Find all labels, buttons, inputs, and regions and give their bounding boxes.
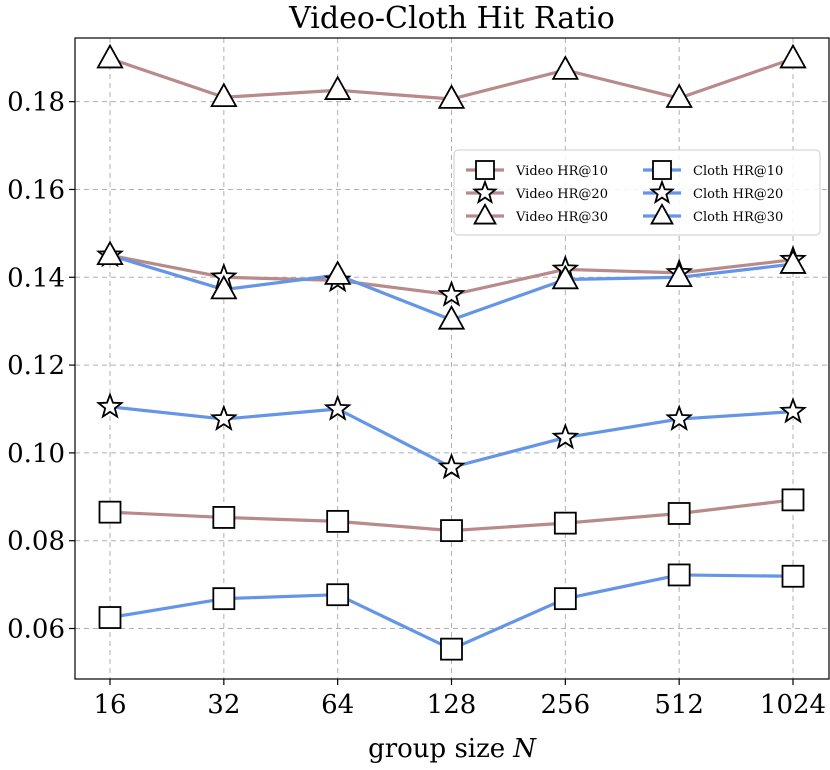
- point-cloth-hr-10-1024: [781, 564, 805, 588]
- x-axis-label-text: group size: [368, 734, 505, 764]
- point-video-hr-10-16: [98, 500, 122, 524]
- legend-label-video-hr-30: Video HR@30: [515, 210, 608, 225]
- point-video-hr-30-16: [96, 43, 124, 69]
- point-video-hr-30-32: [210, 82, 238, 107]
- series-markers: [96, 43, 807, 661]
- legend-marker-video-hr-30: [473, 202, 497, 225]
- legend-label-cloth-hr-10: Cloth HR@10: [693, 164, 783, 179]
- legend: Video HR@10 Video HR@20 Video HR@30 Cloth H…: [453, 149, 821, 236]
- point-video-hr-10-256: [553, 511, 577, 535]
- legend-marker-cloth-hr-10: [652, 160, 672, 180]
- grid: [75, 38, 829, 679]
- point-cloth-hr-20-16: [96, 392, 124, 419]
- legend-marker-video-hr-20: [472, 179, 498, 204]
- point-cloth-hr-30-1024: [779, 249, 807, 274]
- x-tick-label-512: 512: [654, 690, 704, 720]
- x-tick-label-128: 128: [427, 690, 477, 720]
- point-video-hr-30-64: [323, 75, 352, 100]
- legend-label-video-hr-10: Video HR@10: [515, 164, 608, 179]
- point-cloth-hr-10-32: [212, 587, 236, 611]
- legend-label-cloth-hr-20: Cloth HR@20: [693, 187, 783, 202]
- point-cloth-hr-10-512: [667, 563, 691, 587]
- point-video-hr-30-256: [551, 55, 580, 80]
- point-cloth-hr-30-16: [96, 240, 124, 266]
- point-video-hr-10-512: [667, 502, 691, 525]
- y-tick-label-0.14: 0.14: [7, 263, 65, 293]
- legend-label-cloth-hr-30: Cloth HR@30: [693, 210, 783, 225]
- y-tick-label-0.10: 0.10: [7, 439, 65, 469]
- point-cloth-hr-20-128: [437, 452, 466, 480]
- x-tick-label-1024: 1024: [760, 690, 826, 720]
- point-cloth-hr-10-64: [326, 583, 350, 607]
- axis-ticks: 16 32 64 128 256 512 1024 0.06 0.08 0.10 0.12 0.14 0…: [7, 88, 826, 720]
- x-tick-label-16: 16: [93, 690, 126, 720]
- point-cloth-hr-20-256: [551, 422, 580, 450]
- x-tick-label-64: 64: [321, 690, 354, 720]
- point-video-hr-10-32: [212, 506, 236, 529]
- point-video-hr-10-1024: [781, 488, 805, 512]
- legend-marker-cloth-hr-30: [650, 202, 674, 225]
- point-video-hr-20-128: [437, 280, 466, 307]
- point-cloth-hr-20-1024: [779, 396, 807, 424]
- legend-marker-cloth-hr-20: [649, 179, 675, 204]
- point-cloth-hr-30-32: [210, 274, 238, 300]
- y-tick-label-0.08: 0.08: [7, 527, 65, 557]
- chart-title: Video-Cloth Hit Ratio: [288, 1, 615, 36]
- x-tick-label-256: 256: [541, 690, 591, 720]
- point-video-hr-30-128: [437, 84, 466, 109]
- point-cloth-hr-30-256: [551, 264, 580, 290]
- point-cloth-hr-10-128: [440, 637, 463, 661]
- y-tick-label-0.16: 0.16: [7, 175, 65, 205]
- point-cloth-hr-10-256: [553, 587, 577, 611]
- point-cloth-hr-20-512: [665, 404, 694, 431]
- legend-marker-video-hr-10: [475, 160, 495, 180]
- y-tick-label-0.12: 0.12: [7, 351, 65, 381]
- point-video-hr-30-512: [665, 83, 693, 108]
- x-tick-label-32: 32: [207, 690, 240, 720]
- point-video-hr-10-64: [326, 509, 350, 533]
- point-video-hr-30-1024: [779, 43, 807, 69]
- point-cloth-hr-20-64: [323, 394, 352, 421]
- point-cloth-hr-10-16: [98, 606, 122, 629]
- y-tick-label-0.18: 0.18: [7, 88, 65, 118]
- legend-box: [453, 149, 821, 236]
- x-axis-label-var: N: [512, 734, 537, 764]
- point-video-hr-10-128: [440, 519, 463, 543]
- point-cloth-hr-20-32: [209, 404, 238, 431]
- legend-label-video-hr-20: Video HR@20: [515, 187, 608, 202]
- point-cloth-hr-30-64: [323, 260, 352, 285]
- point-cloth-hr-30-512: [665, 262, 693, 287]
- x-axis-label: group size N: [368, 734, 537, 764]
- y-tick-label-0.06: 0.06: [7, 615, 65, 645]
- point-cloth-hr-30-128: [437, 304, 466, 330]
